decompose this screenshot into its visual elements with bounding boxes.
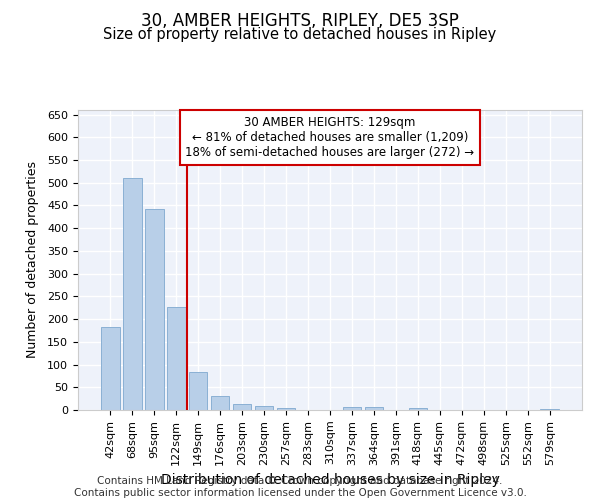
- Bar: [409, 408, 427, 410]
- Bar: [189, 372, 208, 410]
- Text: 30, AMBER HEIGHTS, RIPLEY, DE5 3SP: 30, AMBER HEIGHTS, RIPLEY, DE5 3SP: [141, 12, 459, 30]
- Bar: [211, 396, 229, 410]
- Bar: [343, 407, 361, 410]
- Bar: [255, 406, 274, 410]
- Bar: [541, 408, 559, 410]
- X-axis label: Distribution of detached houses by size in Ripley: Distribution of detached houses by size …: [161, 473, 499, 487]
- Text: Contains HM Land Registry data © Crown copyright and database right 2024.
Contai: Contains HM Land Registry data © Crown c…: [74, 476, 526, 498]
- Bar: [167, 308, 185, 410]
- Y-axis label: Number of detached properties: Number of detached properties: [26, 162, 39, 358]
- Bar: [123, 178, 142, 410]
- Bar: [365, 407, 383, 410]
- Bar: [145, 209, 164, 410]
- Text: Size of property relative to detached houses in Ripley: Size of property relative to detached ho…: [103, 28, 497, 42]
- Bar: [101, 327, 119, 410]
- Bar: [233, 404, 251, 410]
- Bar: [277, 408, 295, 410]
- Text: 30 AMBER HEIGHTS: 129sqm
← 81% of detached houses are smaller (1,209)
18% of sem: 30 AMBER HEIGHTS: 129sqm ← 81% of detach…: [185, 116, 475, 159]
